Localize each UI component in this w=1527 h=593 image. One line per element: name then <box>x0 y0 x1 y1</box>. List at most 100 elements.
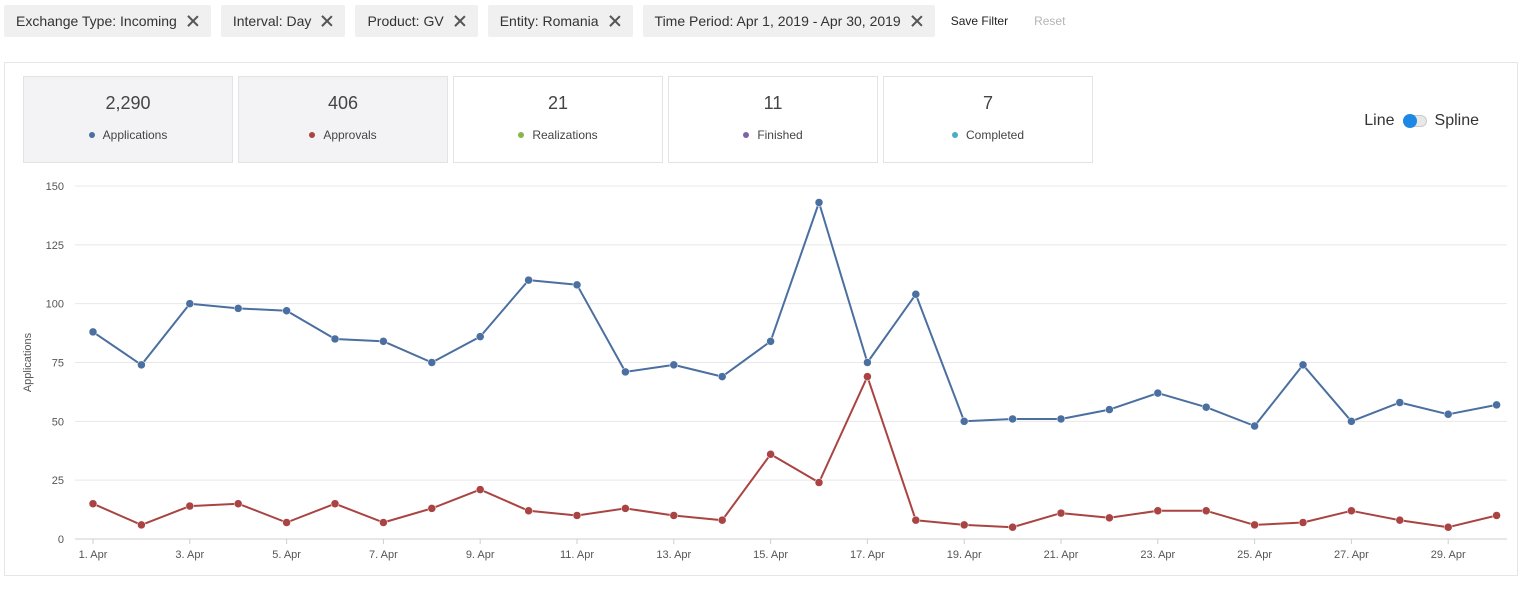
data-point-approvals <box>233 499 243 508</box>
x-tick-label: 7. Apr <box>369 549 398 561</box>
data-point-approvals <box>1250 520 1259 530</box>
data-point-applications <box>475 332 485 341</box>
filter-chip-label: Exchange Type: Incoming <box>16 13 177 29</box>
stat-card-realizations[interactable]: 21 Realizations <box>453 76 663 163</box>
stat-value: 7 <box>982 93 993 113</box>
data-point-applications <box>911 290 921 299</box>
filter-chip-label: Entity: Romania <box>499 13 599 29</box>
data-point-approvals <box>475 485 485 494</box>
data-point-approvals <box>1347 506 1356 516</box>
data-point-approvals <box>1201 506 1211 516</box>
stat-card-finished[interactable]: 11 Finished <box>668 76 878 163</box>
x-tick-label: 25. Apr <box>1237 549 1272 561</box>
series-dot-icon <box>309 132 316 138</box>
data-point-approvals <box>1298 518 1308 527</box>
switch-knob[interactable] <box>1402 114 1417 128</box>
data-point-approvals <box>379 518 388 527</box>
filter-chip-label: Time Period: Apr 1, 2019 - Apr 30, 2019 <box>654 13 901 29</box>
x-tick-label: 27. Apr <box>1334 549 1369 561</box>
data-point-approvals <box>1056 508 1066 518</box>
stat-card-completed[interactable]: 7 Completed <box>883 76 1093 163</box>
data-point-approvals <box>1153 506 1163 516</box>
data-point-applications <box>427 358 437 367</box>
stat-card-approvals[interactable]: 406 Approvals <box>238 76 448 163</box>
y-tick-label: 100 <box>46 299 64 311</box>
data-point-approvals <box>572 511 582 520</box>
stat-value: 21 <box>547 93 569 113</box>
chart-style-toggle: Line Spline <box>1364 112 1479 130</box>
data-point-applications <box>330 334 340 344</box>
y-axis-label: Applications <box>22 332 34 392</box>
data-point-applications <box>185 299 195 308</box>
data-point-applications <box>137 360 146 370</box>
data-point-approvals <box>185 501 195 511</box>
y-tick-label: 125 <box>46 240 64 252</box>
save-filter-button[interactable]: Save Filter <box>950 14 1009 28</box>
x-tick-label: 13. Apr <box>656 549 691 561</box>
data-point-approvals <box>717 515 727 525</box>
data-point-applications <box>572 280 582 290</box>
data-point-applications <box>1105 405 1114 414</box>
y-tick-label: 0 <box>58 534 64 546</box>
x-tick-label: 15. Apr <box>753 549 788 561</box>
x-tick-label: 17. Apr <box>850 549 885 561</box>
stat-label: Completed <box>965 128 1025 142</box>
filter-chip-interval[interactable]: Interval: Day <box>220 5 346 37</box>
data-point-applications <box>1395 398 1405 407</box>
data-point-applications <box>1201 402 1211 412</box>
filter-chip-entity[interactable]: Entity: Romania <box>487 5 633 37</box>
stat-card-applications[interactable]: 2,290 Applications <box>23 76 233 163</box>
data-point-approvals <box>621 504 630 513</box>
data-point-applications <box>669 360 679 370</box>
filter-chip-product[interactable]: Product: GV <box>355 5 478 37</box>
data-point-applications <box>1250 421 1259 431</box>
data-point-applications <box>1347 417 1356 426</box>
stat-label: Finished <box>757 128 803 142</box>
x-tick-label: 11. Apr <box>560 549 594 561</box>
data-point-applications <box>1056 414 1066 424</box>
data-point-applications <box>621 367 630 377</box>
series-dot-icon <box>518 132 525 138</box>
x-tick-label: 5. Apr <box>272 549 301 561</box>
data-point-applications <box>1492 400 1501 410</box>
stat-label: Applications <box>102 128 168 142</box>
stat-value: 2,290 <box>105 93 151 113</box>
reset-button[interactable]: Reset <box>1034 14 1066 28</box>
x-tick-label: 3. Apr <box>175 549 204 561</box>
filter-chip-time-period[interactable]: Time Period: Apr 1, 2019 - Apr 30, 2019 <box>642 5 935 37</box>
data-point-approvals <box>1395 515 1405 525</box>
series-dot-icon <box>743 132 750 138</box>
series-line-applications <box>92 201 1497 427</box>
data-point-applications <box>524 275 533 285</box>
chart-panel: 2,290 Applications 406 Approvals 21 Real… <box>4 62 1518 576</box>
x-tick-label: 29. Apr <box>1431 549 1466 561</box>
series-line-approvals <box>92 375 1497 529</box>
data-point-applications <box>282 306 291 315</box>
data-point-applications <box>959 417 969 426</box>
data-point-approvals <box>282 518 291 527</box>
line-spline-switch[interactable] <box>1402 114 1427 128</box>
stat-label: Realizations <box>532 128 598 142</box>
x-tick-label: 1. Apr <box>79 549 108 561</box>
data-point-applications <box>1443 410 1453 419</box>
data-point-approvals <box>330 499 340 508</box>
filter-chip-label: Product: GV <box>367 13 444 29</box>
y-tick-label: 75 <box>52 358 64 370</box>
data-point-approvals <box>427 504 437 513</box>
toggle-right-label: Spline <box>1434 112 1479 129</box>
filter-chip-label: Interval: Day <box>232 13 312 29</box>
data-point-approvals <box>524 506 533 516</box>
data-point-approvals <box>766 450 775 459</box>
data-point-approvals <box>1443 522 1453 532</box>
data-point-approvals <box>911 515 921 525</box>
toggle-left-label: Line <box>1364 112 1395 129</box>
data-point-applications <box>233 304 243 313</box>
data-point-approvals <box>959 520 969 530</box>
series-dot-icon <box>88 132 95 138</box>
filter-chip-exchange-type[interactable]: Exchange Type: Incoming <box>4 5 211 37</box>
x-tick-label: 23. Apr <box>1140 549 1175 561</box>
y-tick-label: 25 <box>52 475 64 487</box>
filter-bar: Exchange Type: Incoming Interval: Day Pr… <box>4 5 1085 37</box>
data-point-approvals <box>1492 511 1501 520</box>
